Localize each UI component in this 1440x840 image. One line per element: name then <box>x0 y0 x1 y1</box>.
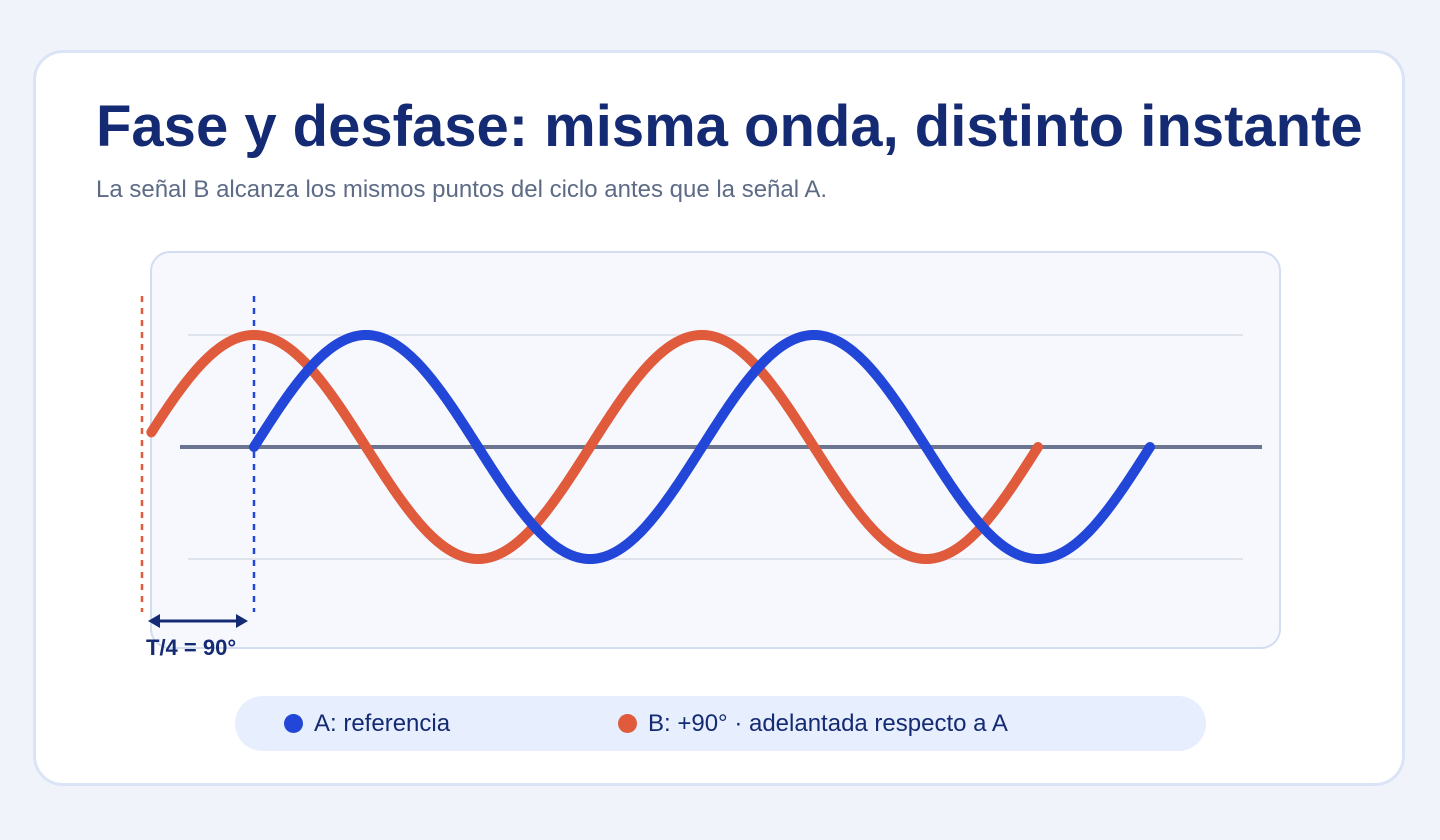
legend-item-b: B: +90° · adelantada respecto a A <box>618 696 1008 751</box>
signal-b-wave <box>146 330 1043 564</box>
signal-a-wave <box>249 330 1155 564</box>
page-subtitle: La señal B alcanza los mismos puntos del… <box>96 176 828 203</box>
legend-swatch-b <box>618 714 637 733</box>
legend: A: referencia B: +90° · adelantada respe… <box>235 696 1206 751</box>
arrowhead-right <box>236 614 248 628</box>
page-title: Fase y desfase: misma onda, distinto ins… <box>96 94 1363 159</box>
legend-item-a: A: referencia <box>284 696 450 751</box>
arrowhead-left <box>148 614 160 628</box>
phase-shift-label: T/4 = 90° <box>146 635 237 660</box>
legend-swatch-a <box>284 714 303 733</box>
plot-area <box>150 251 1281 649</box>
legend-label-a: A: referencia <box>314 709 451 737</box>
legend-label-b: B: +90° · adelantada respecto a A <box>648 709 1008 737</box>
